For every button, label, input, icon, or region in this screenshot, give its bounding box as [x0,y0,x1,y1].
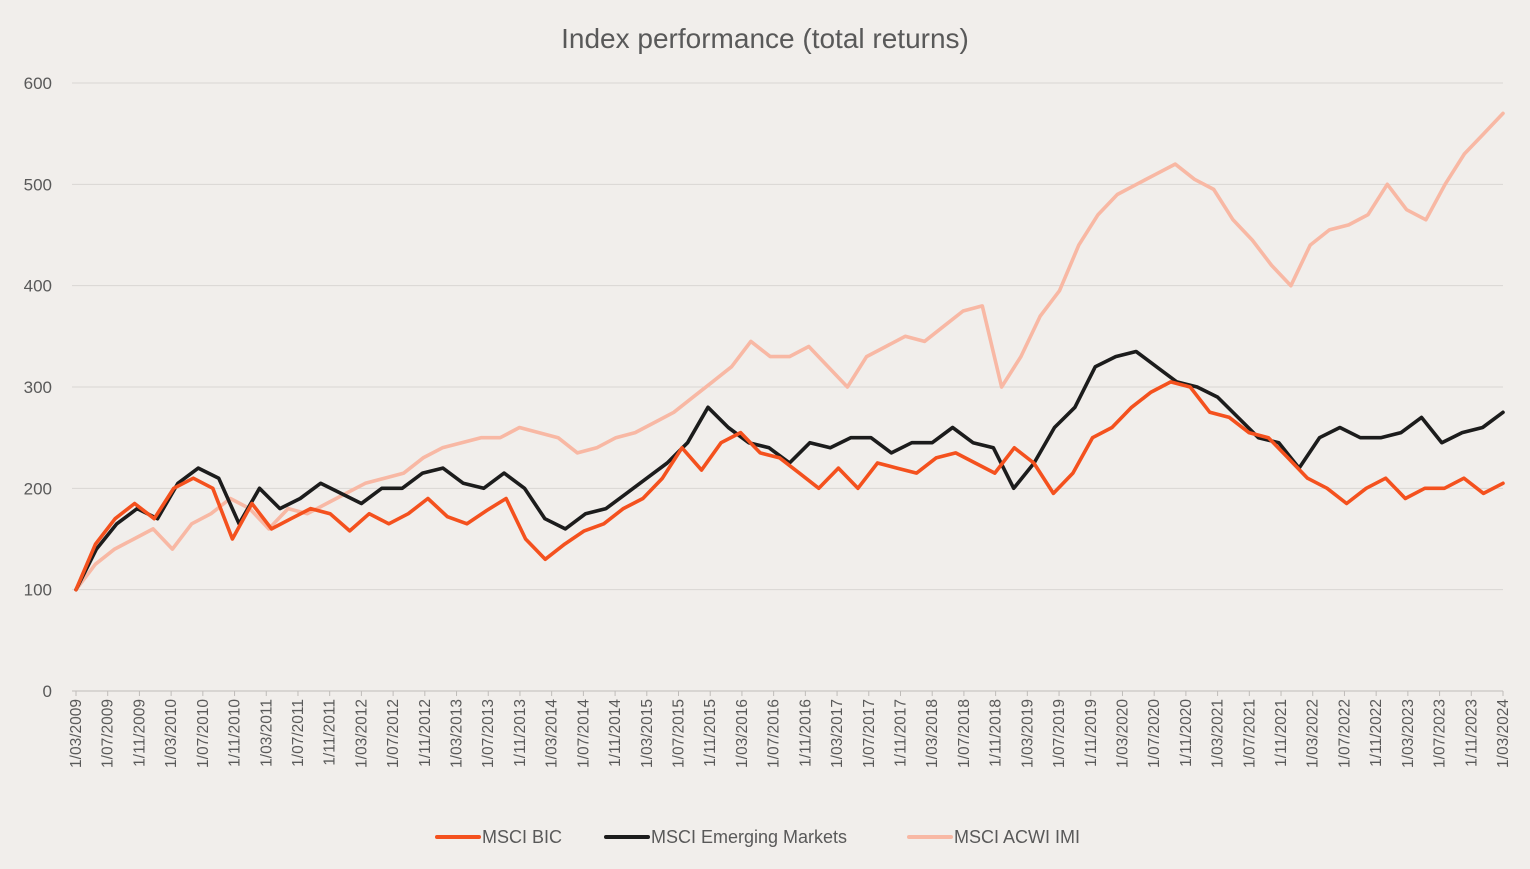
x-tick-label: 1/03/2009 [68,699,85,768]
x-tick-label: 1/07/2011 [290,699,307,767]
x-tick-label: 1/11/2011 [322,699,339,766]
x-tick-label: 1/07/2017 [861,699,878,768]
y-tick-label: 600 [24,74,52,93]
x-tick-label: 1/07/2013 [480,699,497,768]
x-tick-label: 1/11/2009 [131,699,148,767]
x-tick-label: 1/03/2024 [1495,699,1512,768]
x-tick-label: 1/11/2021 [1273,699,1290,767]
legend-label: MSCI BIC [482,827,562,847]
x-tick-label: 1/03/2022 [1305,699,1322,768]
y-tick-label: 200 [24,479,52,498]
series-line-msci-emerging-markets [74,349,1505,592]
x-tick-label: 1/11/2022 [1368,699,1385,767]
x-tick-label: 1/07/2021 [1241,699,1258,768]
x-tick-label: 1/03/2013 [449,699,466,768]
y-axis: 0 100 200 300 400 500 600 [24,74,52,701]
x-tick-label: 1/11/2013 [512,699,529,767]
x-tick-label: 1/07/2015 [671,699,688,768]
x-tick-label: 1/11/2023 [1463,699,1480,767]
series-line-msci-bic [74,380,1505,592]
series-lines [74,111,1505,592]
x-tick-label: 1/11/2010 [227,699,244,767]
legend: MSCI BIC MSCI Emerging Markets MSCI ACWI I… [435,827,1080,847]
gridlines [72,82,1503,591]
x-tick-label: 1/11/2012 [417,699,434,767]
x-tick-label: 1/11/2016 [797,699,814,767]
x-tick-label: 1/03/2019 [1019,699,1036,768]
x-tick-label: 1/03/2023 [1400,699,1417,768]
y-tick-label: 500 [24,175,52,194]
x-tick-label: 1/07/2012 [385,699,402,768]
x-tick-label: 1/07/2014 [575,699,592,768]
x-tick-label: 1/11/2018 [988,699,1005,767]
x-tick-label: 1/03/2020 [1114,699,1131,768]
x-tick-label: 1/03/2012 [353,699,370,768]
y-tick-label: 100 [24,581,52,600]
x-tick-label: 1/11/2019 [1083,699,1100,767]
x-tick-label: 1/07/2022 [1336,699,1353,768]
x-tick-label: 1/03/2010 [163,699,180,768]
y-tick-label: 300 [24,378,52,397]
legend-label: MSCI Emerging Markets [651,827,847,847]
legend-label: MSCI ACWI IMI [954,827,1080,847]
x-tick-label: 1/07/2016 [766,699,783,768]
x-tick-label: 1/11/2020 [1178,699,1195,767]
x-tick-label: 1/07/2023 [1432,699,1449,768]
x-tick-label: 1/07/2019 [1051,699,1068,768]
y-tick-label: 400 [24,277,52,296]
x-tick-label: 1/11/2014 [607,699,624,767]
x-tick-label: 1/03/2014 [544,699,561,768]
x-tick-label: 1/11/2017 [892,699,909,767]
x-tick-label: 1/03/2018 [924,699,941,768]
x-tick-label: 1/03/2015 [639,699,656,768]
y-tick-label: 0 [43,682,52,701]
chart-title: Index performance (total returns) [561,23,969,54]
x-tick-label: 1/11/2015 [702,699,719,767]
x-tick-label: 1/03/2011 [258,699,275,767]
x-tick-label: 1/03/2021 [1210,699,1227,768]
x-tick-label: 1/07/2009 [100,699,117,768]
x-tick-label: 1/03/2016 [734,699,751,768]
x-tick-label: 1/03/2017 [829,699,846,768]
x-tick-label: 1/07/2020 [1146,699,1163,768]
x-tick-label: 1/07/2010 [195,699,212,768]
x-axis: 1/03/2009 1/07/2009 1/11/2009 1/03/2010 1/07… [68,690,1512,768]
x-tick-label: 1/07/2018 [956,699,973,768]
